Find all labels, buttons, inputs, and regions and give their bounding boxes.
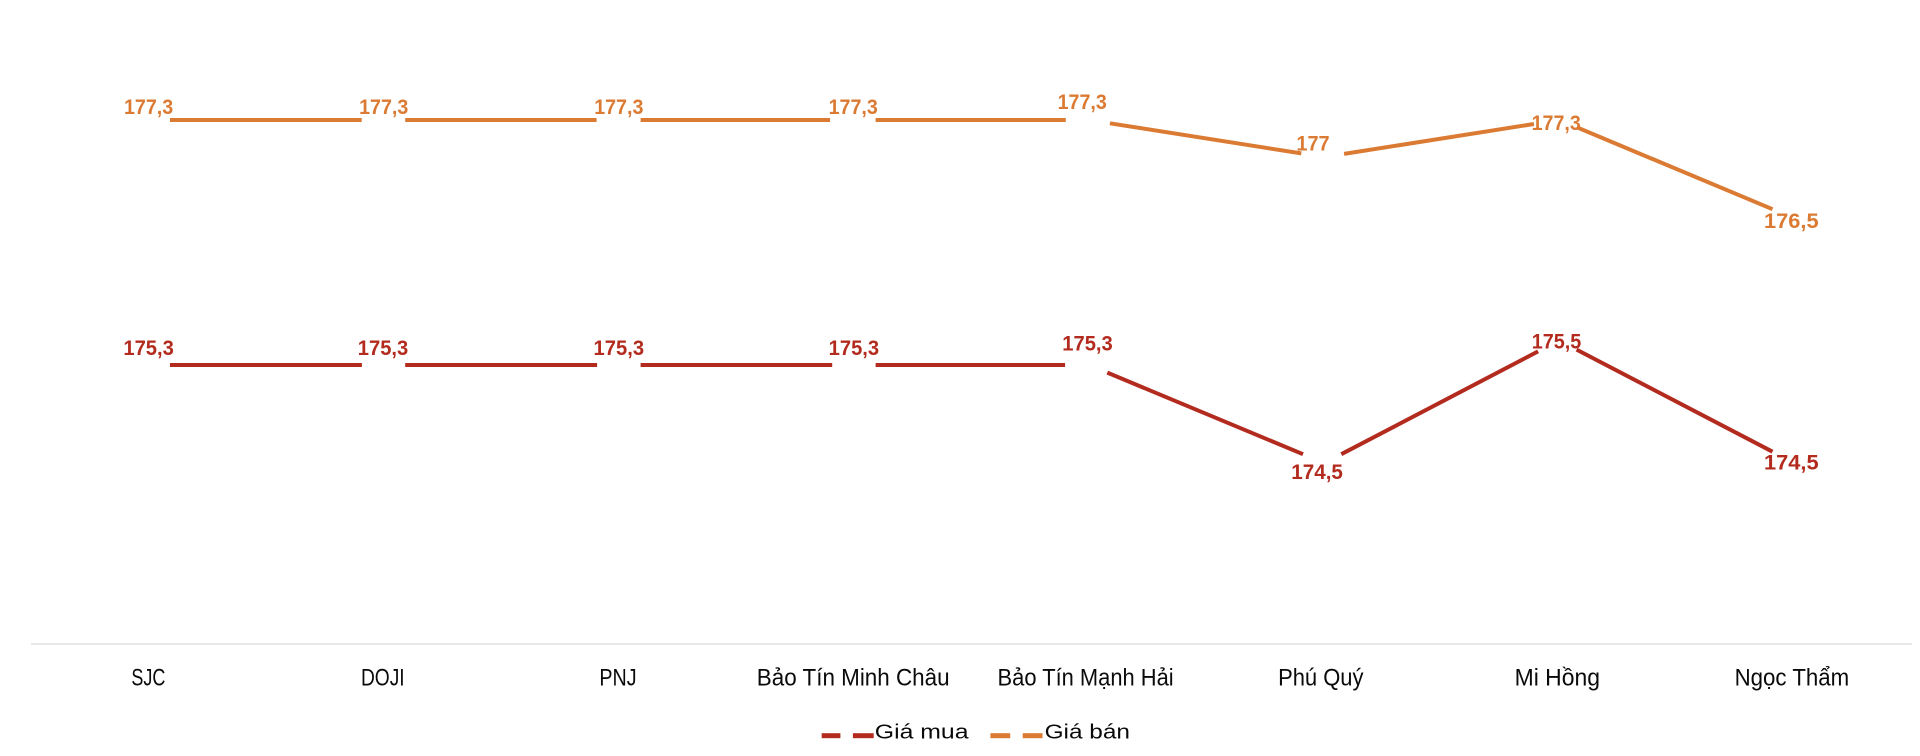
svg-text:Mi Hồng: Mi Hồng xyxy=(1515,664,1600,691)
svg-text:Ngọc Thẩm: Ngọc Thẩm xyxy=(1735,664,1850,691)
svg-text:175,3: 175,3 xyxy=(358,337,409,360)
svg-text:175,3: 175,3 xyxy=(123,337,174,360)
svg-text:Giá bán: Giá bán xyxy=(1045,722,1130,744)
svg-text:SJC: SJC xyxy=(131,664,165,691)
svg-text:176,5: 176,5 xyxy=(1764,210,1819,233)
svg-text:Bảo Tín Mạnh Hải: Bảo Tín Mạnh Hải xyxy=(998,664,1174,691)
svg-text:Phú Quý: Phú Quý xyxy=(1278,664,1364,691)
svg-text:177: 177 xyxy=(1296,133,1329,156)
svg-text:Giá mua: Giá mua xyxy=(875,722,970,744)
svg-text:175,3: 175,3 xyxy=(1062,332,1113,355)
svg-text:PNJ: PNJ xyxy=(599,664,636,691)
svg-text:175,3: 175,3 xyxy=(594,337,645,360)
svg-text:175,5: 175,5 xyxy=(1532,331,1582,354)
svg-text:177,3: 177,3 xyxy=(1532,112,1581,135)
svg-text:177,3: 177,3 xyxy=(1058,91,1107,114)
svg-text:177,3: 177,3 xyxy=(594,96,643,119)
svg-text:174,5: 174,5 xyxy=(1764,451,1819,474)
svg-text:Bảo Tín Minh Châu: Bảo Tín Minh Châu xyxy=(757,664,950,691)
svg-text:DOJI: DOJI xyxy=(361,664,405,691)
svg-text:177,3: 177,3 xyxy=(359,96,408,119)
svg-text:175,3: 175,3 xyxy=(829,337,880,360)
svg-text:177,3: 177,3 xyxy=(124,96,173,119)
svg-text:177,3: 177,3 xyxy=(829,96,878,119)
svg-text:174,5: 174,5 xyxy=(1291,461,1343,484)
